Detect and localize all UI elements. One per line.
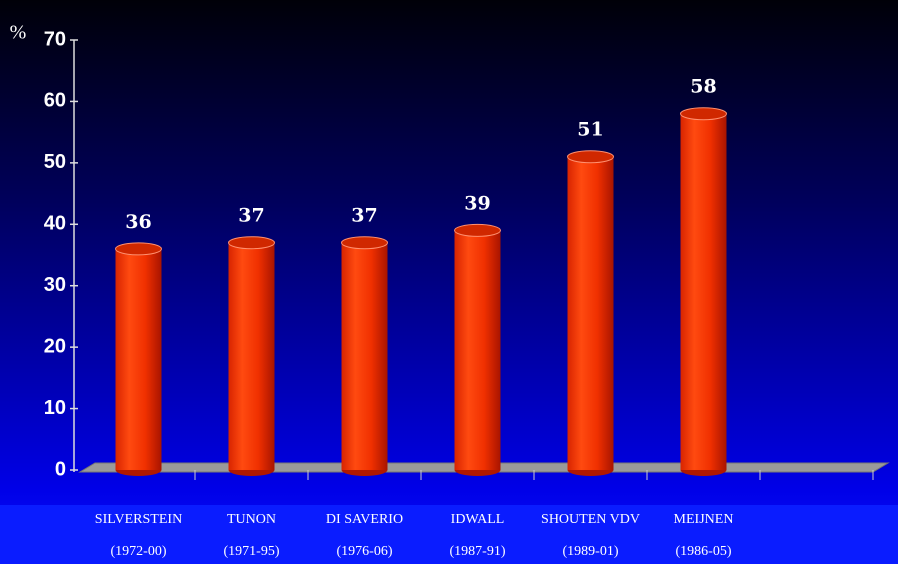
bar-part	[454, 223, 501, 237]
x-tick-label: SHOUTEN VDV	[541, 512, 640, 527]
bar-part	[567, 150, 614, 164]
y-tick-label: 0	[55, 458, 66, 480]
x-tick-label: DI SAVERIO	[326, 512, 403, 527]
bar	[115, 242, 162, 476]
x-tick-sublabel: (1987-91)	[450, 544, 506, 559]
bar	[567, 150, 614, 476]
value-label: 39	[464, 192, 490, 214]
value-label: 58	[690, 76, 716, 98]
x-tick-label: IDWALL	[451, 512, 505, 527]
x-tick-sublabel: (1986-05)	[676, 544, 732, 559]
bar-part	[115, 242, 162, 256]
x-tick-sublabel: (1989-01)	[563, 544, 619, 559]
bar	[454, 223, 501, 476]
value-label: 37	[351, 205, 377, 227]
x-tick-sublabel: (1971-95)	[224, 544, 280, 559]
y-tick-label: 10	[44, 397, 66, 419]
y-tick-label: 30	[44, 274, 66, 296]
bar	[341, 236, 388, 476]
x-tick-sublabel: (1976-06)	[337, 544, 393, 559]
bar-part	[680, 107, 727, 121]
bar-part	[115, 248, 162, 470]
bar-part	[454, 230, 501, 470]
y-tick-label: 60	[44, 90, 66, 112]
y-tick-label: 40	[44, 213, 66, 235]
value-label: 36	[125, 211, 151, 233]
x-tick-label: MEIJNEN	[674, 512, 734, 527]
bar-part	[680, 113, 727, 470]
bar-part	[228, 242, 275, 470]
y-tick-label: 50	[44, 151, 66, 173]
value-label: 37	[238, 205, 264, 227]
bar-part	[341, 236, 388, 250]
value-label: 51	[577, 119, 603, 141]
x-tick-label: SILVERSTEIN	[95, 512, 182, 527]
x-tick-label: TUNON	[227, 512, 276, 527]
bar	[228, 236, 275, 476]
x-tick-sublabel: (1972-00)	[111, 544, 167, 559]
bar-part	[341, 242, 388, 470]
y-tick-label: 70	[44, 28, 66, 50]
bar	[680, 107, 727, 476]
y-axis-label: %	[10, 22, 27, 44]
bar-part	[228, 236, 275, 250]
label-strip	[0, 505, 898, 564]
bar-part	[567, 156, 614, 470]
y-tick-label: 20	[44, 335, 66, 357]
